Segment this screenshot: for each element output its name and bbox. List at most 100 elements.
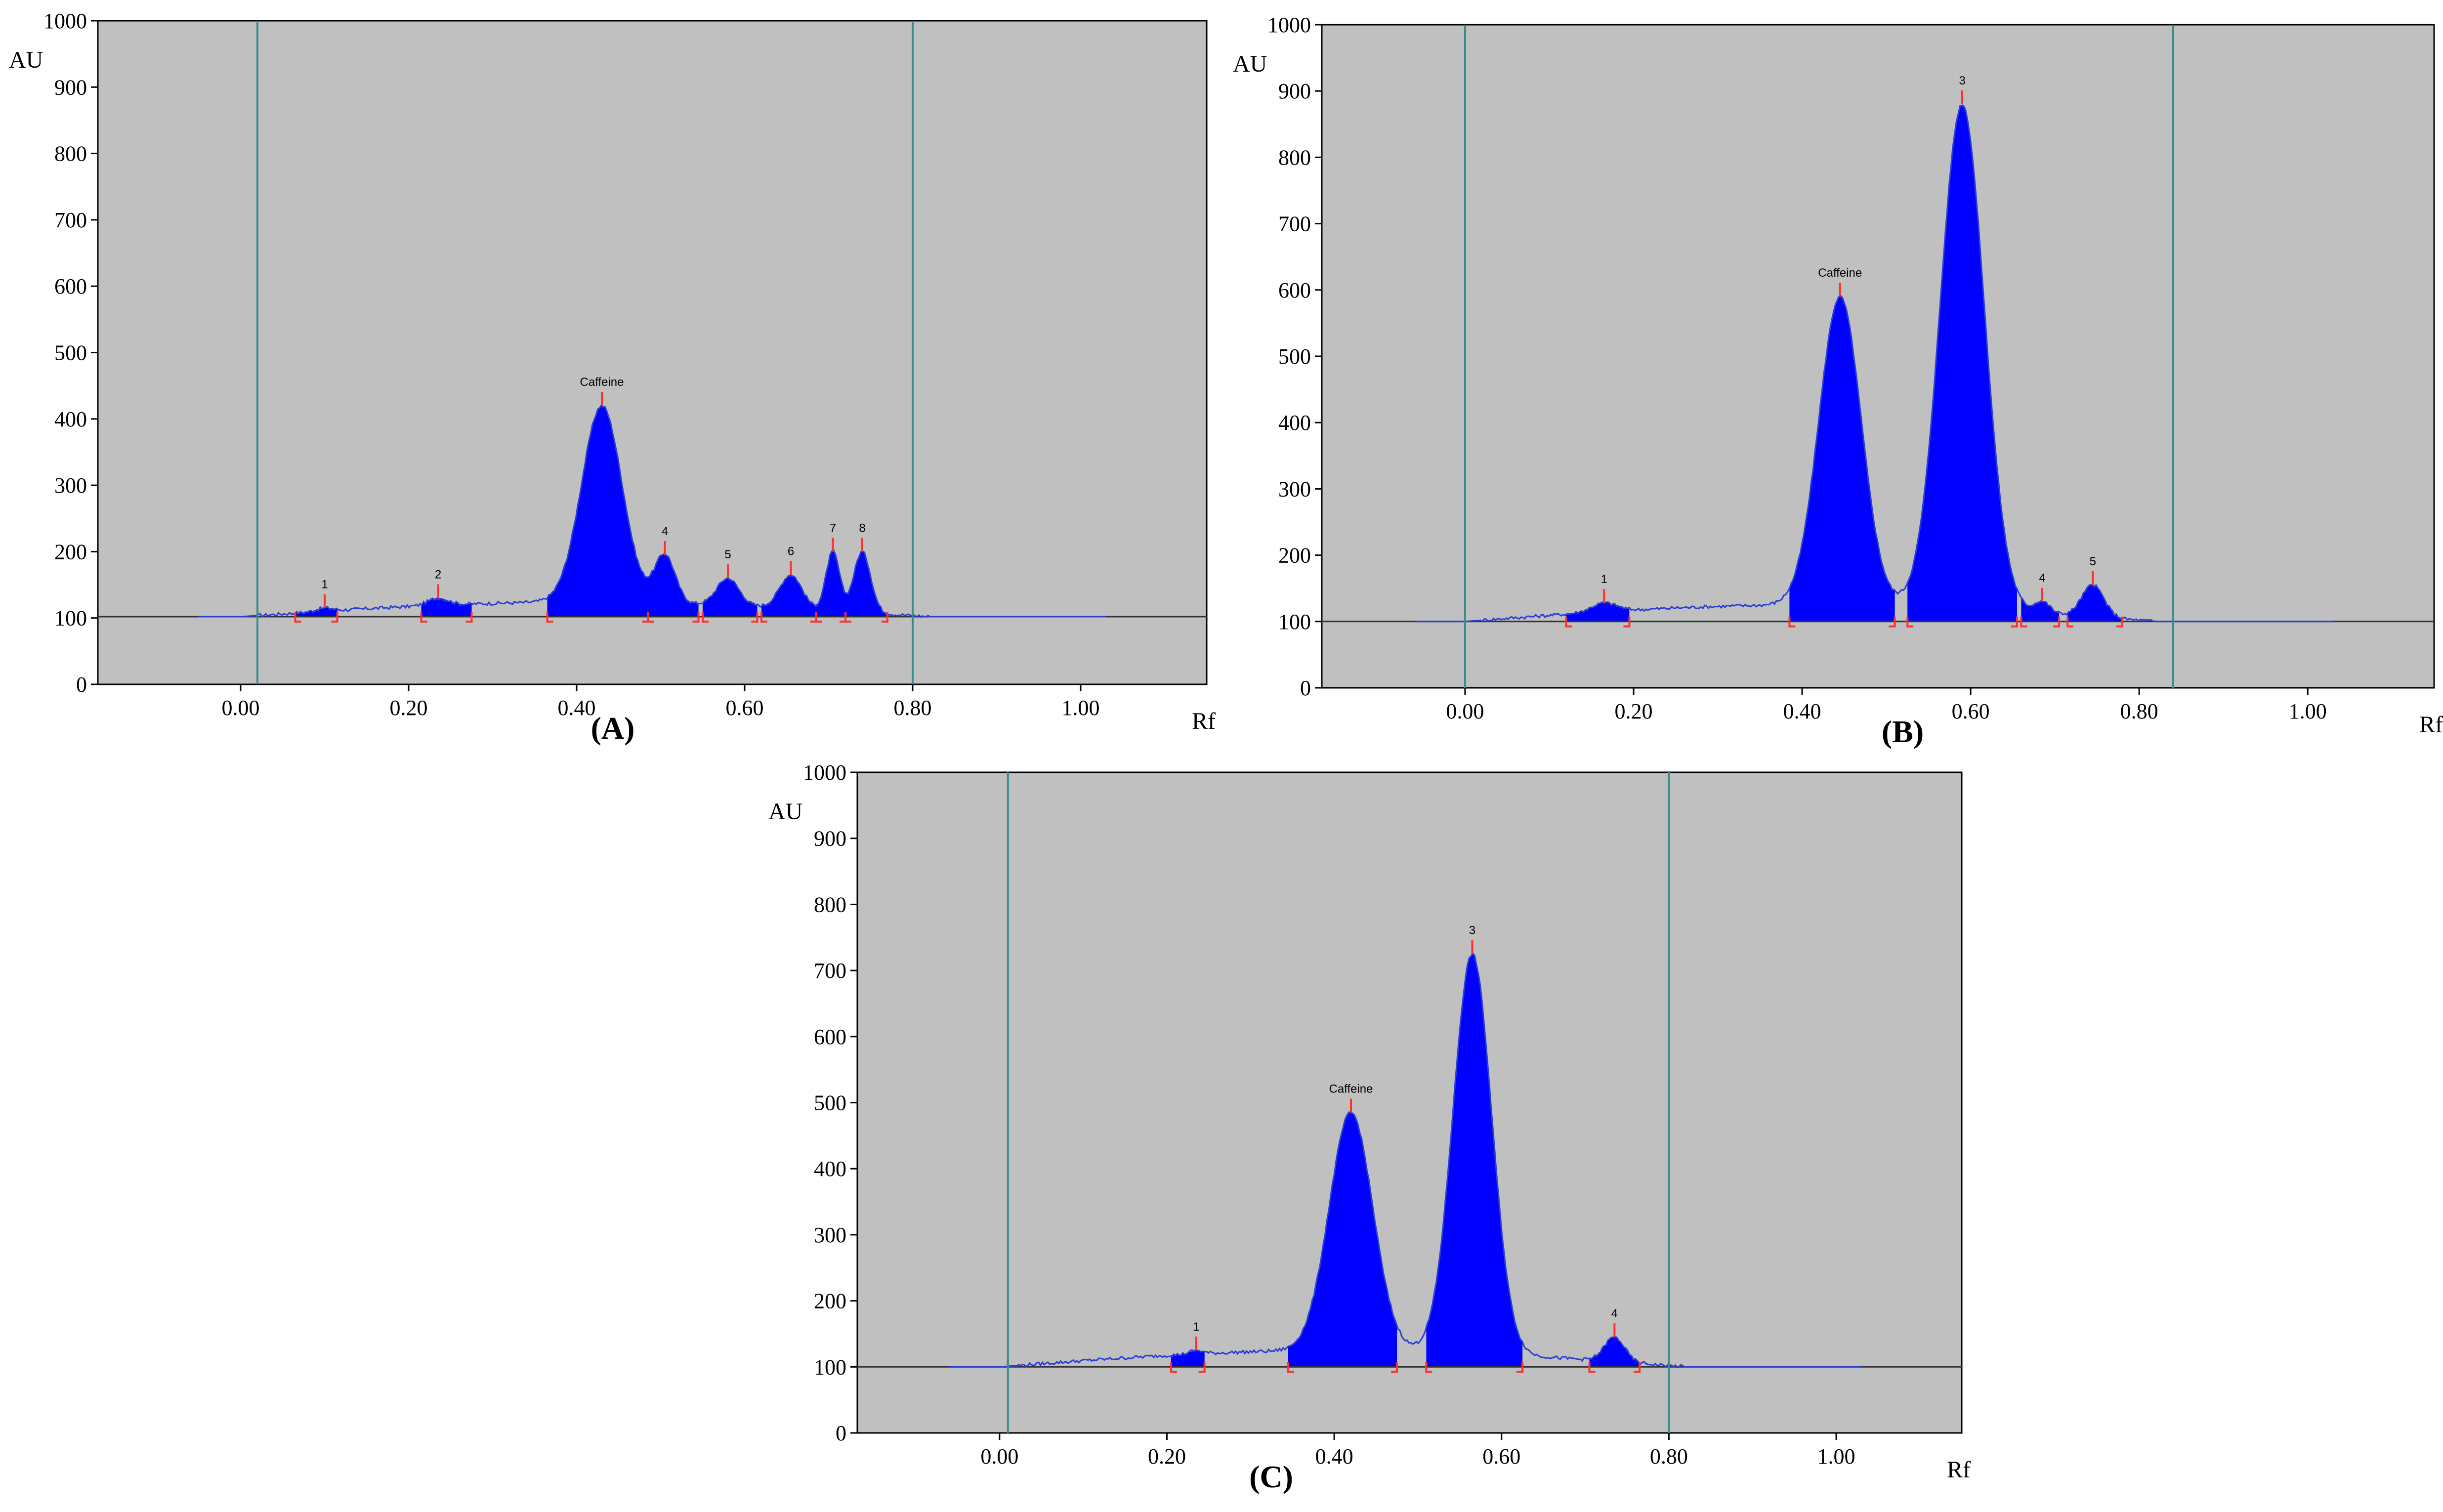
peak-label: 3 xyxy=(1959,74,1965,87)
y-tick-label: 800 xyxy=(54,142,87,166)
plot-area xyxy=(856,771,1963,1434)
peak-end-marker xyxy=(1634,1362,1641,1373)
y-tick-label: 100 xyxy=(814,1355,846,1379)
peak-end-marker xyxy=(331,612,338,623)
chromatogram-panel-c: 1 Caffeine 3 4 0 100 200 300 400 500 600 700 800 900 1… xyxy=(768,760,1971,1494)
x-tick-label: 0.40 xyxy=(558,696,596,720)
peak-area-5 xyxy=(703,578,758,617)
peak-end-marker xyxy=(2053,616,2061,628)
y-axis-label: AU xyxy=(768,798,802,825)
y-tick-label: 200 xyxy=(814,1289,846,1313)
densitogram-trace xyxy=(1414,105,2333,623)
y-tick-label: 900 xyxy=(814,827,846,851)
peak-area-1 xyxy=(1566,603,1630,622)
x-tick-label: 0.00 xyxy=(222,696,260,720)
peak-area-4 xyxy=(648,553,699,617)
peak-area-5 xyxy=(2067,585,2122,622)
x-tick-label: 0.20 xyxy=(1614,699,1652,723)
x-axis-label: Rf xyxy=(1192,708,1216,734)
x-tick-label: 1.00 xyxy=(1062,696,1100,720)
panel-letter: (B) xyxy=(1882,714,1924,749)
peak-start-marker xyxy=(702,612,709,623)
y-tick-label: 100 xyxy=(1278,610,1311,634)
peak-area-2 xyxy=(421,598,472,617)
peak-label: 1 xyxy=(321,578,328,591)
peak-end-marker xyxy=(1198,1362,1206,1373)
peak-label: 4 xyxy=(1611,1307,1618,1320)
x-tick-label: 0.00 xyxy=(1446,699,1484,723)
x-tick-label: 0.00 xyxy=(980,1444,1018,1469)
x-axis-label: Rf xyxy=(1947,1457,1971,1483)
x-tick-label: 0.40 xyxy=(1315,1444,1353,1469)
x-tick-label: 0.80 xyxy=(1650,1444,1688,1469)
peak-area-6 xyxy=(761,575,816,617)
peak-start-marker xyxy=(546,612,553,623)
peak-label: 5 xyxy=(2090,555,2096,568)
x-tick-label: 0.80 xyxy=(894,696,932,720)
x-tick-label: 0.60 xyxy=(1482,1444,1520,1469)
peak-area-2 xyxy=(1288,1112,1397,1367)
y-tick-label: 500 xyxy=(54,341,87,365)
peak-end-marker xyxy=(692,612,700,623)
y-tick-label: 900 xyxy=(54,75,87,99)
peak-end-marker xyxy=(1391,1362,1398,1373)
x-tick-label: 1.00 xyxy=(2289,699,2327,723)
peak-label: 6 xyxy=(788,545,794,558)
x-tick-label: 0.20 xyxy=(390,696,428,720)
peak-end-marker xyxy=(882,612,888,623)
peak-label: 4 xyxy=(662,525,668,538)
y-tick-label: 400 xyxy=(814,1157,846,1181)
densitogram-trace xyxy=(949,952,1861,1369)
peak-label: 1 xyxy=(1601,573,1607,586)
y-tick-label: 600 xyxy=(814,1025,846,1049)
peak-end-marker xyxy=(2011,616,2018,628)
peak-area-3 xyxy=(547,406,648,617)
y-tick-label: 300 xyxy=(814,1223,846,1247)
x-tick-label: 0.60 xyxy=(726,696,764,720)
peak-start-marker xyxy=(647,612,654,623)
y-tick-label: 100 xyxy=(54,606,87,630)
y-tick-label: 400 xyxy=(1278,411,1311,435)
peak-area-3 xyxy=(1426,954,1523,1367)
y-tick-label: 700 xyxy=(54,208,87,232)
peak-label: 2 xyxy=(435,568,441,581)
y-tick-label: 200 xyxy=(54,540,87,564)
peak-start-marker xyxy=(760,612,767,623)
peak-start-marker xyxy=(1906,616,1914,628)
peak-label: 5 xyxy=(724,548,731,561)
peak-end-marker xyxy=(751,612,758,623)
peak-label: 1 xyxy=(1193,1320,1199,1334)
x-tick-label: 1.00 xyxy=(1817,1444,1855,1469)
y-tick-label: 700 xyxy=(1278,212,1311,236)
peak-end-marker xyxy=(2116,616,2124,628)
peak-start-marker xyxy=(2020,616,2027,628)
peak-area-1 xyxy=(1171,1350,1205,1367)
peak-label: 4 xyxy=(2039,572,2045,585)
y-tick-label: 700 xyxy=(814,959,846,983)
y-tick-label: 300 xyxy=(1278,477,1311,501)
peak-start-marker xyxy=(2066,616,2074,628)
peak-start-marker xyxy=(294,612,301,623)
y-tick-label: 800 xyxy=(1278,145,1311,169)
y-axis-label: AU xyxy=(1233,51,1267,77)
peak-label: 3 xyxy=(1469,924,1475,937)
peak-start-marker xyxy=(1788,616,1796,628)
peak-start-marker xyxy=(1565,616,1572,628)
densitogram-trace xyxy=(199,404,1106,618)
x-tick-label: 0.20 xyxy=(1148,1444,1186,1469)
peak-start-marker xyxy=(1170,1362,1177,1373)
chromatogram-panel-b: 1 Caffeine 3 4 5 0 100 200 300 400 500 600 700 800 900… xyxy=(1233,13,2443,749)
y-tick-label: 0 xyxy=(836,1421,846,1445)
peak-label: 7 xyxy=(830,521,836,535)
peak-label: Caffeine xyxy=(1329,1083,1373,1096)
y-tick-label: 500 xyxy=(1278,344,1311,369)
peak-start-marker xyxy=(420,612,427,623)
y-tick-label: 500 xyxy=(814,1091,846,1115)
peak-start-marker xyxy=(1287,1362,1294,1373)
y-axis-label: AU xyxy=(9,47,43,73)
peak-end-marker xyxy=(1516,1362,1524,1373)
y-tick-label: 200 xyxy=(1278,544,1311,568)
panel-letter: (A) xyxy=(591,711,635,746)
y-tick-label: 1000 xyxy=(43,9,87,33)
peak-area-1 xyxy=(295,608,337,617)
